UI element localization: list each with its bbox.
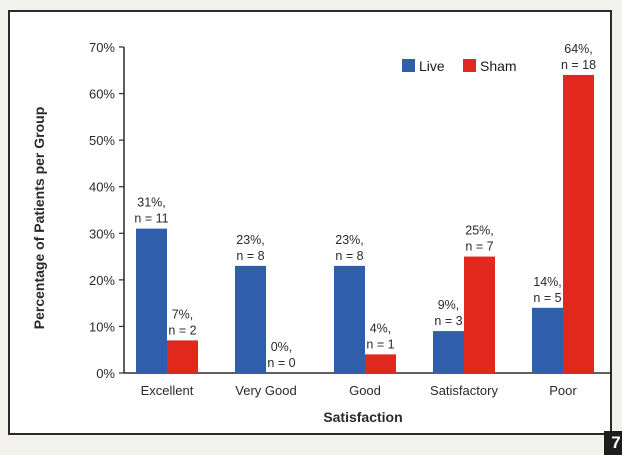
legend-swatch-sham xyxy=(463,59,476,72)
data-label-count: n = 8 xyxy=(335,249,363,263)
x-tick-label: Satisfactory xyxy=(430,383,498,398)
data-label-percent: 0%, xyxy=(271,340,293,354)
bar-series xyxy=(136,74,594,373)
y-tick-label: 10% xyxy=(89,319,115,334)
y-tick-label: 20% xyxy=(89,273,115,288)
legend-label-live: Live xyxy=(419,58,445,74)
y-tick-label: 0% xyxy=(96,366,115,381)
bar-live xyxy=(532,307,563,373)
x-axis-title: Satisfaction xyxy=(323,409,402,425)
bar-sham xyxy=(167,340,198,373)
x-axis-ticks: Excellent Very Good Good Satisfactory Poor xyxy=(141,383,578,398)
chart-frame: 0% 10% 20% 30% 40% 50% 60% 70% 31%, n = 11 7%, n =… xyxy=(8,10,622,455)
legend: Live Sham xyxy=(402,58,517,74)
legend-swatch-live xyxy=(402,59,415,72)
data-label-percent: 23%, xyxy=(335,233,364,247)
y-tick-label: 50% xyxy=(89,133,115,148)
y-tick-label: 40% xyxy=(89,180,115,195)
y-tick-label: 30% xyxy=(89,226,115,241)
bar-live xyxy=(433,331,464,373)
figure-number-badge: 7 xyxy=(604,431,622,455)
x-tick-label: Poor xyxy=(549,383,577,398)
data-label-percent: 64%, xyxy=(564,42,593,56)
y-tick-label: 60% xyxy=(89,87,115,102)
bar-live xyxy=(235,265,266,373)
data-label-percent: 23%, xyxy=(236,233,265,247)
data-labels: 31%, n = 11 7%, n = 2 23%, n = 8 0%, n = 0 23%, n… xyxy=(134,42,596,370)
bar-chart: 0% 10% 20% 30% 40% 50% 60% 70% 31%, n = 11 7%, n =… xyxy=(31,40,610,425)
data-label-count: n = 1 xyxy=(366,337,394,351)
data-label-count: n = 18 xyxy=(561,58,596,72)
data-label-count: n = 11 xyxy=(134,212,168,226)
data-label-percent: 31%, xyxy=(137,196,166,210)
data-label-percent: 7%, xyxy=(172,307,194,321)
data-label-count: n = 5 xyxy=(533,291,561,305)
y-axis-title: Percentage of Patients per Group xyxy=(31,107,47,330)
data-label-count: n = 8 xyxy=(236,249,264,263)
data-label-percent: 14%, xyxy=(533,275,562,289)
y-axis-ticks: 0% 10% 20% 30% 40% 50% 60% 70% xyxy=(89,40,124,381)
legend-label-sham: Sham xyxy=(480,58,517,74)
bar-live xyxy=(136,228,167,373)
x-tick-label: Very Good xyxy=(235,383,296,398)
bar-sham xyxy=(563,74,594,373)
bar-live xyxy=(334,265,365,373)
data-label-count: n = 2 xyxy=(168,323,196,337)
data-label-count: n = 0 xyxy=(267,356,295,370)
data-label-count: n = 3 xyxy=(434,314,462,328)
y-tick-label: 70% xyxy=(89,40,115,55)
bar-sham xyxy=(365,354,396,373)
data-label-percent: 4%, xyxy=(370,321,392,335)
x-tick-label: Excellent xyxy=(141,383,194,398)
data-label-percent: 9%, xyxy=(438,298,460,312)
data-label-percent: 25%, xyxy=(465,224,494,238)
bar-sham xyxy=(464,256,495,373)
x-tick-label: Good xyxy=(349,383,381,398)
data-label-count: n = 7 xyxy=(465,240,493,254)
